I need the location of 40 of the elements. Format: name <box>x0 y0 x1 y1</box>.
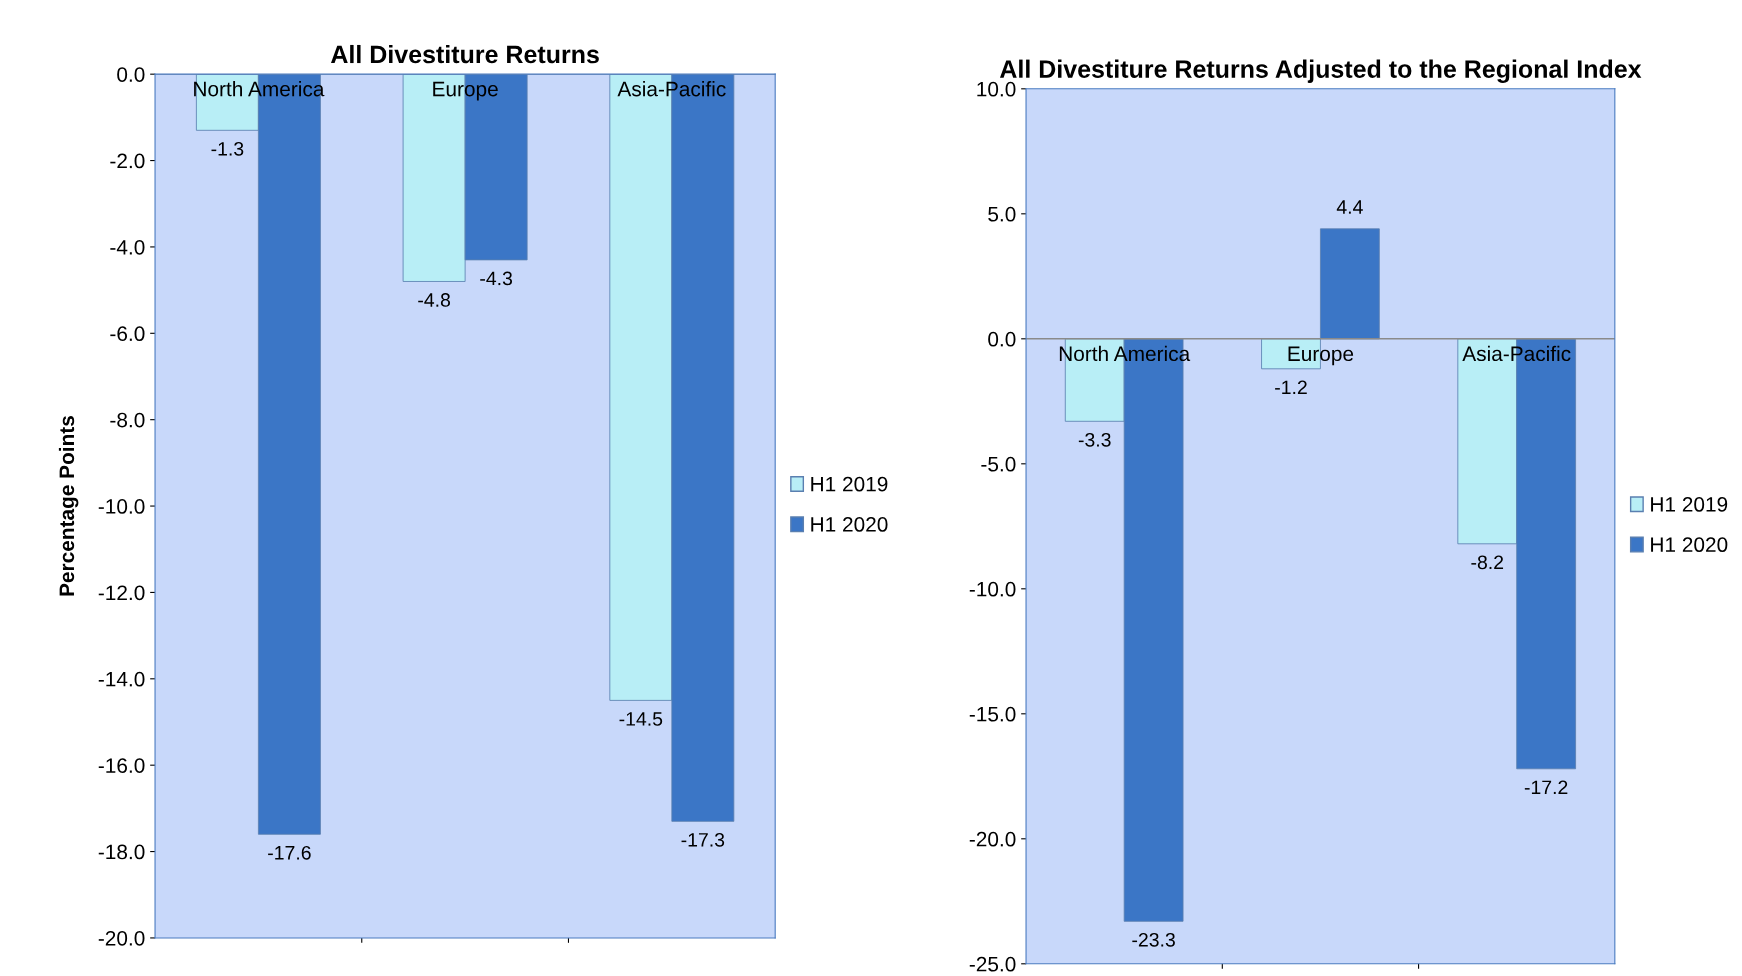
y-tick-label: -5.0 <box>981 456 1016 472</box>
y-tick-label: -14.0 <box>98 671 145 687</box>
y-tick-label: -10.0 <box>98 499 145 514</box>
data-label: 4.4 <box>1336 200 1363 214</box>
data-label: -8.2 <box>1471 555 1504 570</box>
y-tick-label: -18.0 <box>98 844 145 860</box>
data-label: -4.8 <box>418 293 451 307</box>
legend-label: H1 2019 <box>811 476 888 492</box>
legend-label: H1 2020 <box>1651 537 1728 553</box>
data-label: -17.6 <box>268 845 311 860</box>
data-label: -1.3 <box>211 141 244 156</box>
y-tick-label: 0.0 <box>117 67 145 82</box>
y-tick-label: -25.0 <box>969 956 1016 972</box>
chart-title: All Divestiture Returns <box>330 44 599 64</box>
data-label: -3.3 <box>1078 432 1111 447</box>
y-tick-label: -15.0 <box>969 706 1016 722</box>
y-tick-label: -10.0 <box>969 581 1016 597</box>
x-tick-label: Asia-Pacific <box>617 81 726 97</box>
y-tick-label: -4.0 <box>110 239 145 255</box>
x-tick-label: Asia-Pacific <box>1462 345 1571 362</box>
y-tick-label: -6.0 <box>110 326 145 342</box>
y-tick-label: 0.0 <box>988 331 1016 347</box>
legend-label: H1 2019 <box>1651 497 1728 512</box>
y-tick-label: -20.0 <box>969 831 1016 847</box>
y-tick-label: -16.0 <box>98 758 145 773</box>
y-axis-title: Percentage Points <box>58 416 79 596</box>
data-label: -23.3 <box>1132 932 1175 947</box>
y-tick-label: -2.0 <box>110 153 145 169</box>
y-tick-label: 5.0 <box>988 206 1016 222</box>
legend-label: H1 2020 <box>811 517 888 532</box>
data-label: -17.3 <box>681 832 725 847</box>
data-label: -4.3 <box>480 271 513 286</box>
data-label: -17.2 <box>1524 780 1568 795</box>
y-tick-label: -12.0 <box>98 585 145 601</box>
x-tick-label: Europe <box>1288 346 1354 366</box>
data-label: -14.5 <box>619 712 663 726</box>
data-label: -1.2 <box>1275 380 1307 395</box>
y-tick-label: 10.0 <box>977 81 1016 97</box>
y-tick-label: -20.0 <box>98 930 145 946</box>
y-tick-label: -8.0 <box>110 412 145 428</box>
